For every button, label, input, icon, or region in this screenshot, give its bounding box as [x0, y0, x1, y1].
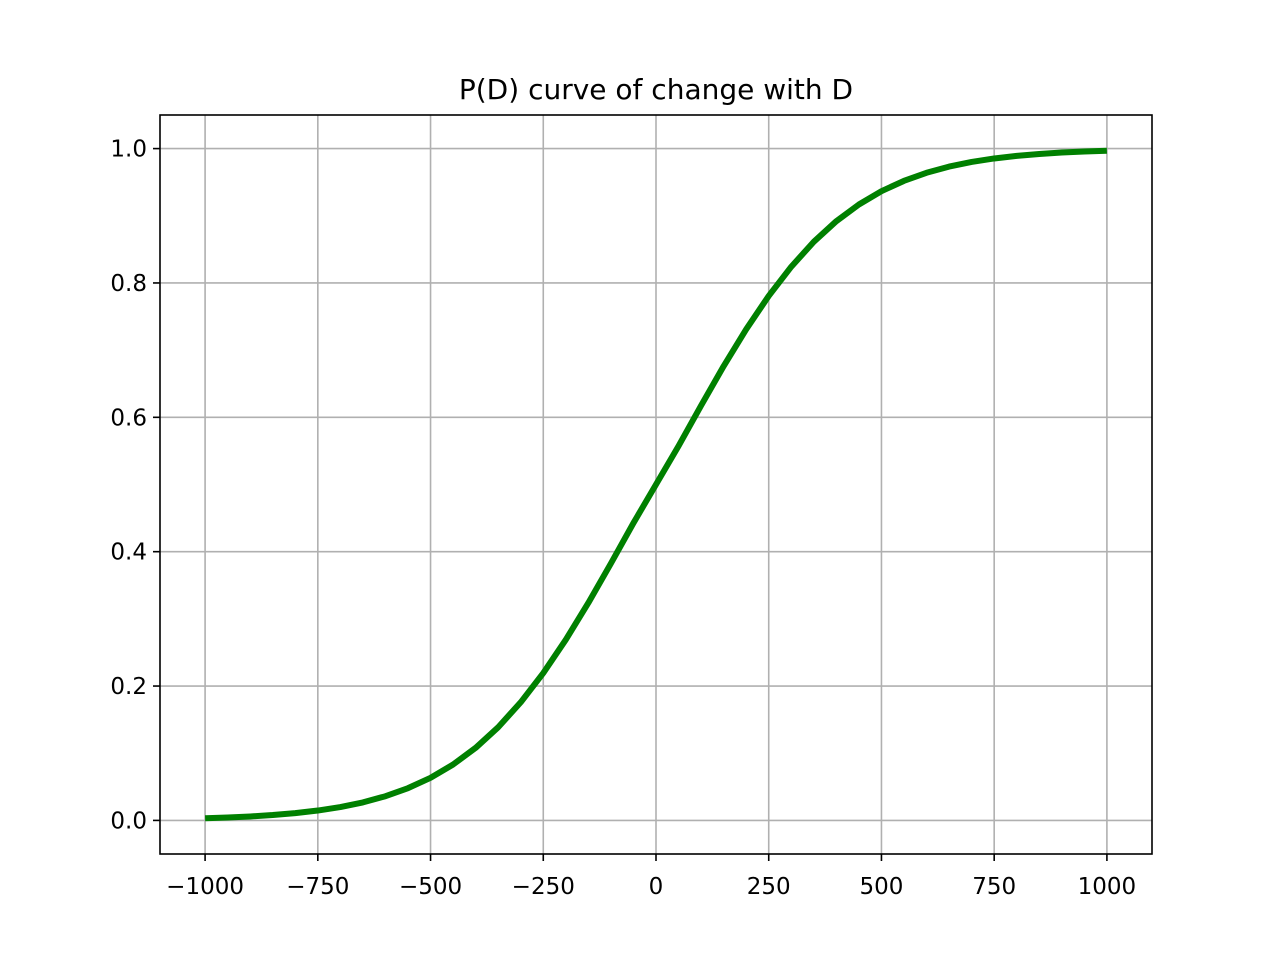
- y-tick-label-1: 0.2: [110, 674, 147, 700]
- y-tick-label-4: 0.8: [110, 271, 147, 297]
- x-tick-label-8: 1000: [1078, 874, 1137, 900]
- x-tick-label-2: −500: [399, 874, 462, 900]
- series-line-0: [204, 147, 1108, 822]
- x-tick-label-1: −750: [286, 874, 349, 900]
- tick-labels: −1000 −750 −500 −250 0 250 500 750 1000 0.0 0.2 0.4…: [110, 137, 1136, 900]
- series-layer: [204, 147, 1108, 822]
- y-tick-label-5: 1.0: [110, 137, 147, 163]
- chart-title: P(D) curve of change with D: [459, 73, 853, 106]
- y-tick-label-0: 0.0: [110, 808, 147, 834]
- x-tick-label-0: −1000: [166, 874, 244, 900]
- x-tick-label-6: 500: [860, 874, 904, 900]
- x-tick-label-5: 250: [747, 874, 791, 900]
- axes: [153, 114, 1153, 861]
- x-tick-label-3: −250: [512, 874, 575, 900]
- y-tick-label-3: 0.6: [110, 405, 147, 431]
- x-tick-label-7: 750: [972, 874, 1016, 900]
- x-tick-label-4: 0: [649, 874, 664, 900]
- y-tick-label-2: 0.4: [110, 540, 147, 566]
